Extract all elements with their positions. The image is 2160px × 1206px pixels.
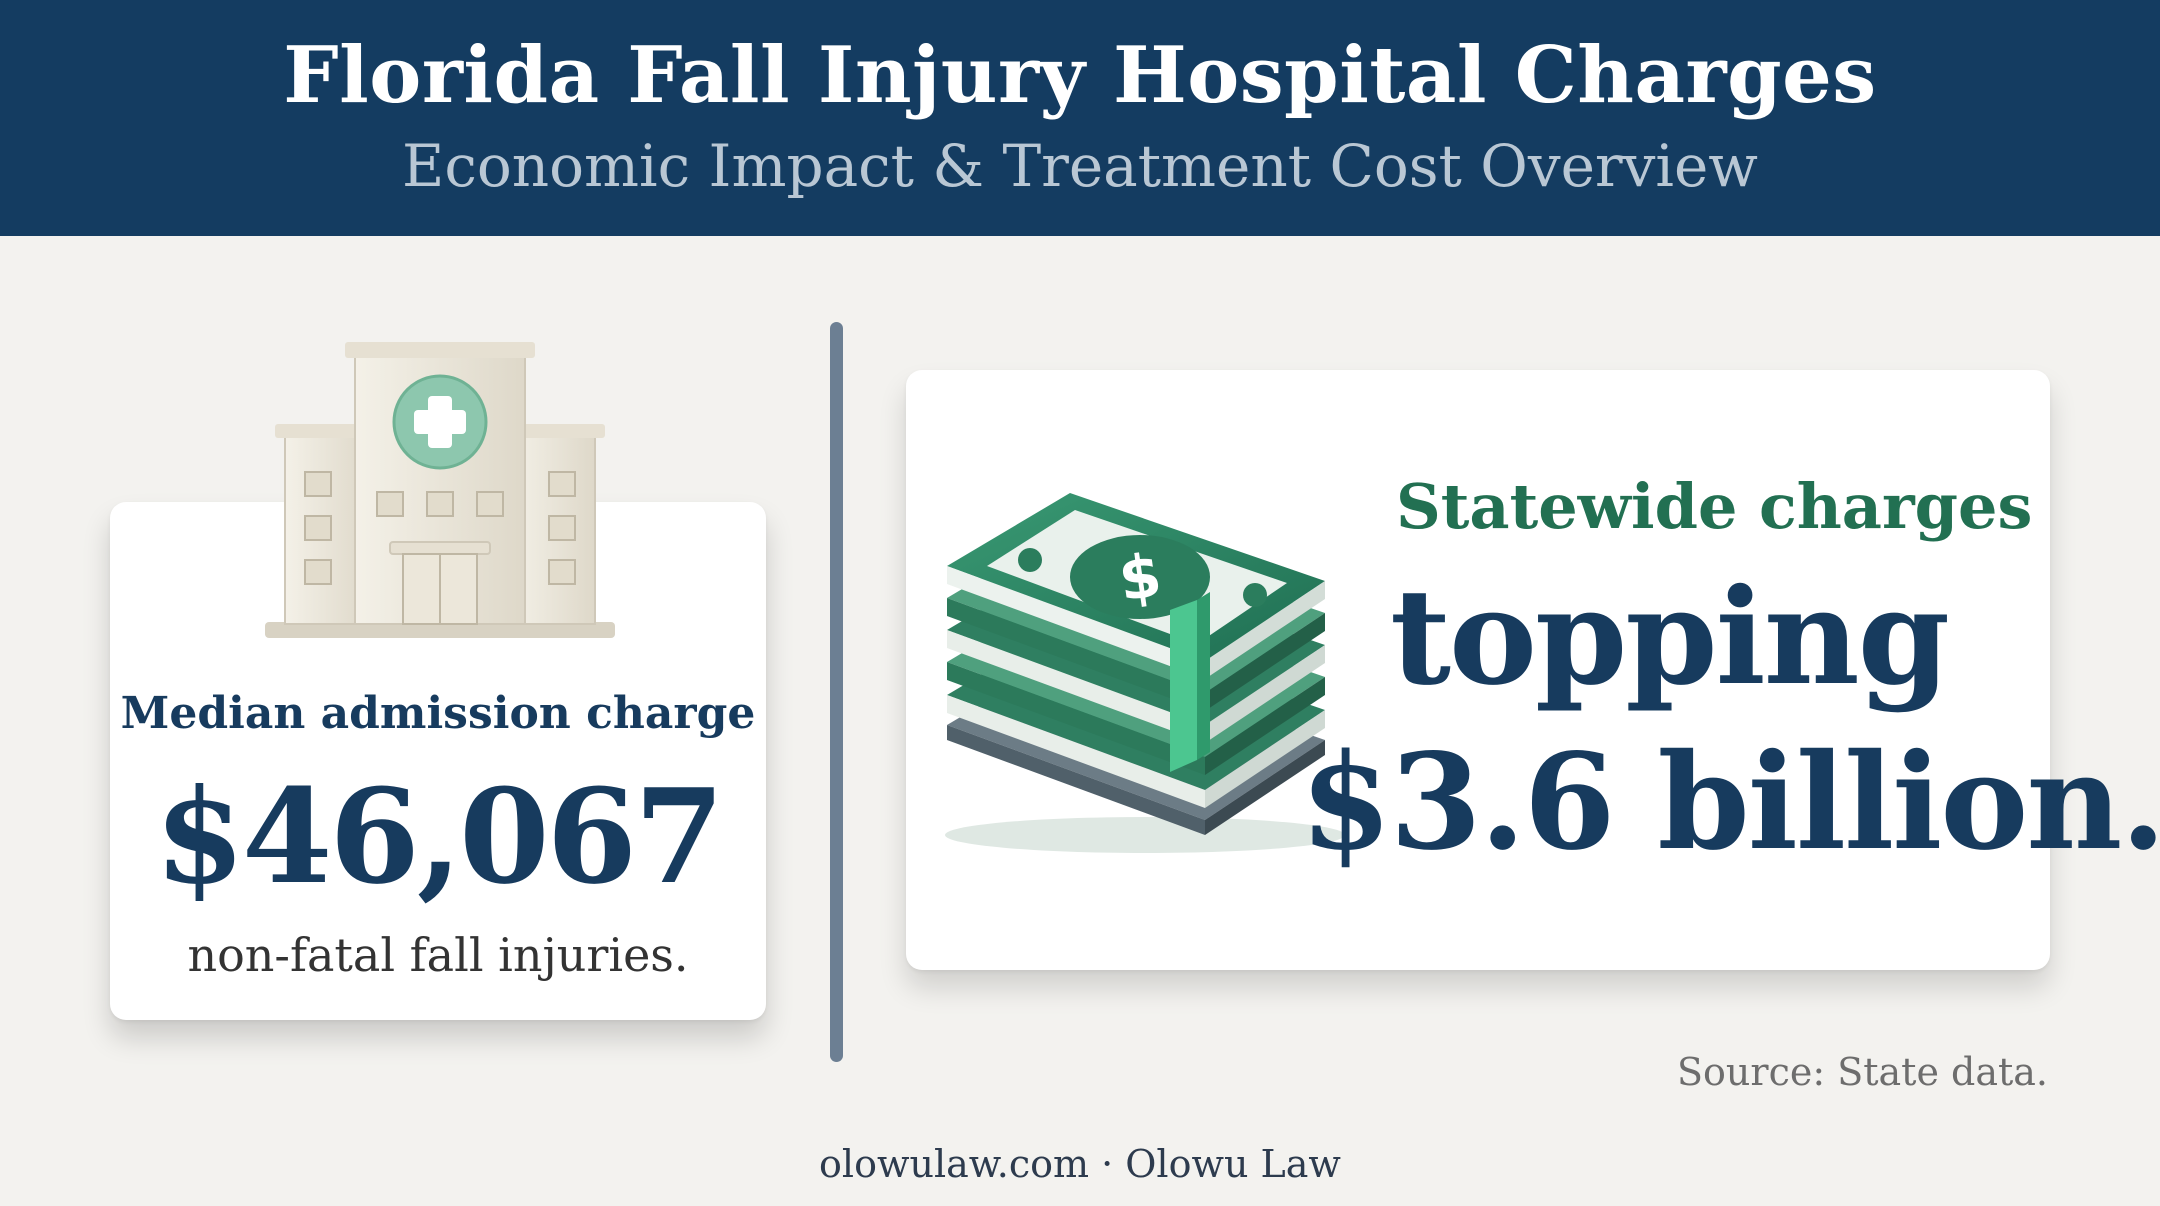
statewide-charges-value: $3.6 billion. — [1300, 725, 2160, 880]
median-charge-value: $46,067 — [154, 760, 725, 913]
page-title: Florida Fall Injury Hospital Charges — [283, 30, 1877, 121]
footer-credit: olowulaw.com · Olowu Law — [819, 1142, 1341, 1186]
header-banner: Florida Fall Injury Hospital Charges Eco… — [0, 0, 2160, 236]
svg-text:$: $ — [1115, 540, 1166, 615]
median-charge-caption: non-fatal fall injuries. — [187, 928, 689, 982]
hospital-icon — [265, 342, 615, 638]
statewide-charges-line1: topping — [1390, 560, 1950, 715]
median-charge-label: Median admission charge — [120, 688, 756, 739]
page-subtitle: Economic Impact & Treatment Cost Overvie… — [402, 132, 1758, 200]
source-note: Source: State data. — [1677, 1050, 2048, 1094]
vertical-divider — [830, 322, 843, 1062]
statewide-charges-label: Statewide charges — [1396, 470, 2033, 543]
money-stack-icon: $ — [945, 493, 1345, 853]
